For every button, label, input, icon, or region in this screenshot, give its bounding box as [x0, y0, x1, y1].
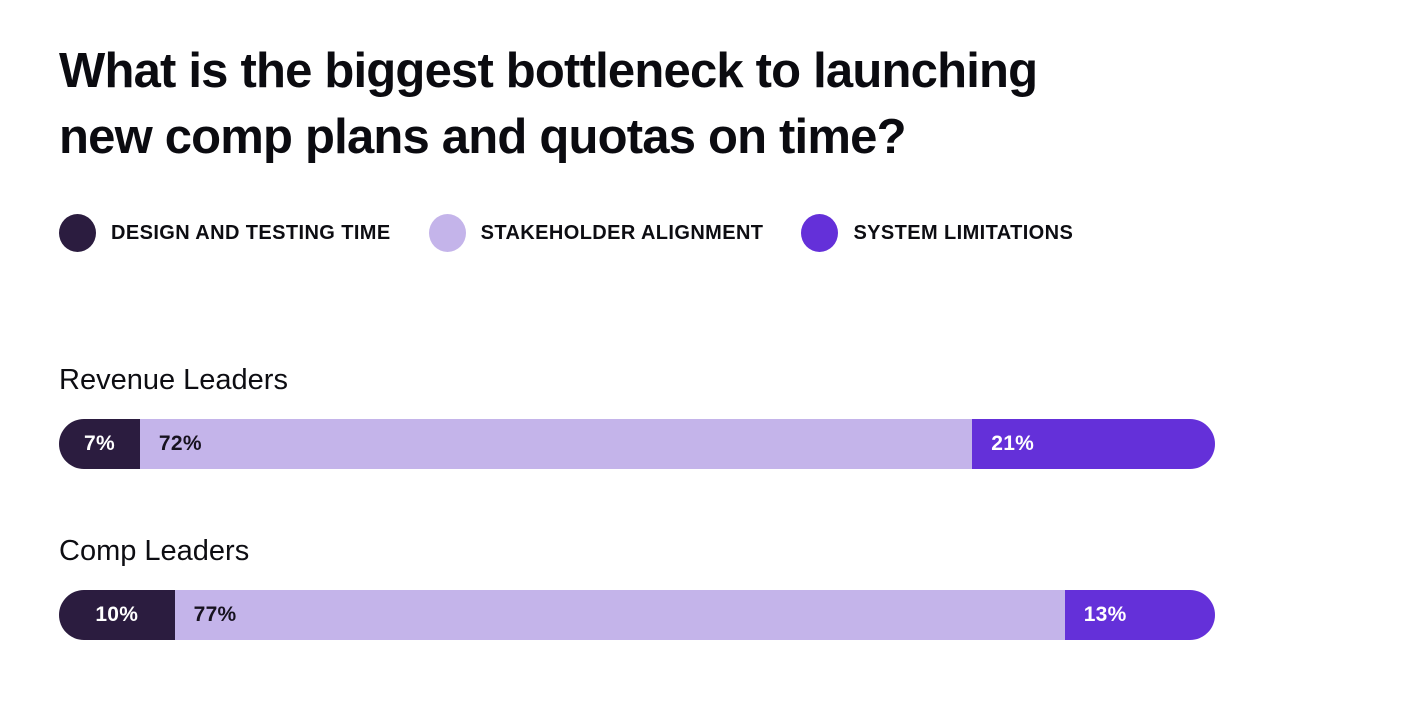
- bar-segment-stakeholder-alignment: 72%: [139, 419, 973, 469]
- legend-swatch-circle-icon: [59, 214, 96, 252]
- chart-legend: DESIGN AND TESTING TIME STAKEHOLDER ALIG…: [59, 214, 1404, 252]
- bar-segment-value: 10%: [95, 603, 139, 626]
- bar-segment-design-and-testing-time: 7%: [59, 419, 140, 469]
- bar-segment-system-limitations: 21%: [972, 419, 1215, 469]
- row-label: Comp Leaders: [59, 535, 250, 567]
- legend-item-system-limitations: SYSTEM LIMITATIONS: [801, 214, 1073, 252]
- legend-item-label: STAKEHOLDER ALIGNMENT: [480, 221, 764, 244]
- bar-segment-stakeholder-alignment: 77%: [174, 590, 1065, 640]
- stacked-bar: 7% 72% 21%: [59, 419, 1215, 469]
- legend-item-design-and-testing-time: DESIGN AND TESTING TIME: [59, 214, 391, 252]
- bar-segment-value: 13%: [1083, 603, 1127, 626]
- legend-item-stakeholder-alignment: STAKEHOLDER ALIGNMENT: [428, 214, 764, 252]
- bar-segment-design-and-testing-time: 10%: [59, 590, 175, 640]
- chart-rows: Revenue Leaders 7% 72% 21% Comp Leaders …: [59, 364, 1404, 640]
- page-title-line-2: new comp plans and quotas on time?: [59, 110, 907, 164]
- legend-item-label: DESIGN AND TESTING TIME: [111, 221, 391, 244]
- bar-segment-value: 77%: [193, 603, 237, 626]
- legend-swatch-circle-icon: [801, 214, 839, 252]
- row-label: Revenue Leaders: [59, 364, 288, 396]
- bar-segment-system-limitations: 13%: [1064, 590, 1215, 640]
- chart-row-comp-leaders: Comp Leaders 10% 77% 13%: [59, 535, 1404, 640]
- page-title-line-1: What is the biggest bottleneck to launch…: [59, 44, 1038, 98]
- page-title: What is the biggest bottleneck to launch…: [59, 38, 1349, 170]
- chart-row-revenue-leaders: Revenue Leaders 7% 72% 21%: [59, 364, 1404, 469]
- bar-segment-value: 21%: [991, 432, 1035, 455]
- bar-segment-value: 72%: [158, 432, 202, 455]
- legend-swatch-circle-icon: [428, 214, 466, 252]
- bar-segment-value: 7%: [83, 432, 115, 455]
- legend-item-label: SYSTEM LIMITATIONS: [853, 221, 1074, 244]
- stacked-bar: 10% 77% 13%: [59, 590, 1215, 640]
